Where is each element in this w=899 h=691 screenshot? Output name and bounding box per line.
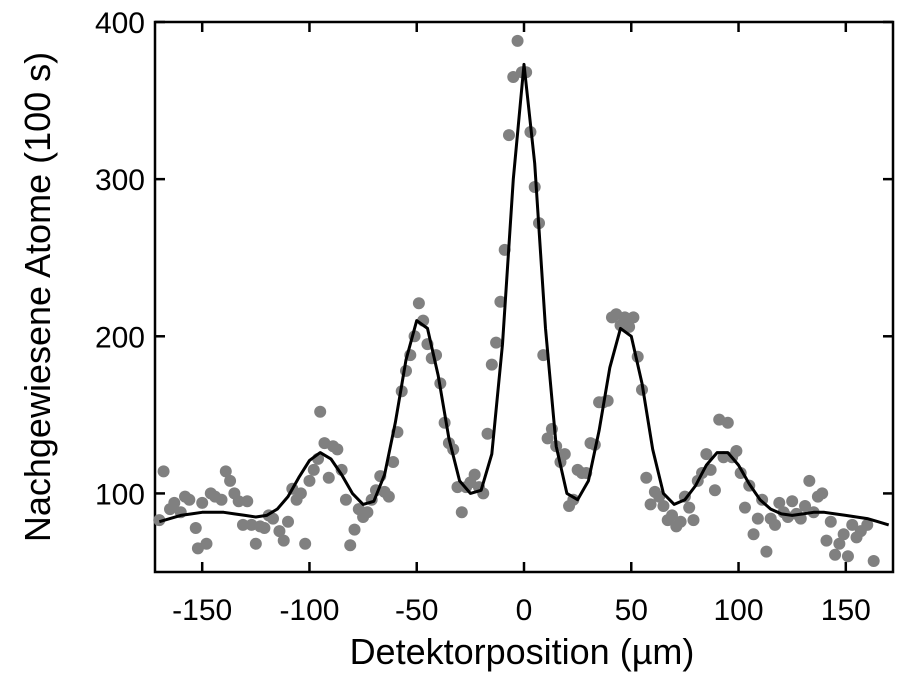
data-point bbox=[837, 528, 850, 541]
data-point bbox=[382, 490, 395, 503]
data-point bbox=[824, 515, 837, 528]
data-point bbox=[502, 129, 515, 142]
data-point bbox=[481, 427, 494, 440]
data-point bbox=[322, 471, 335, 484]
data-point bbox=[541, 432, 554, 445]
x-tick-label: -50 bbox=[395, 594, 438, 627]
data-point bbox=[241, 495, 254, 508]
data-point bbox=[266, 512, 279, 525]
data-point bbox=[339, 493, 352, 506]
data-point bbox=[738, 501, 751, 514]
data-point bbox=[717, 451, 730, 464]
data-point bbox=[277, 534, 290, 547]
data-point bbox=[157, 465, 170, 478]
data-point bbox=[361, 506, 374, 519]
data-point bbox=[314, 405, 327, 418]
data-point bbox=[412, 297, 425, 310]
data-point bbox=[232, 495, 245, 508]
data-point bbox=[666, 509, 679, 522]
data-point bbox=[468, 468, 481, 481]
data-point bbox=[273, 525, 286, 538]
y-tick-label: 100 bbox=[95, 478, 145, 511]
data-point bbox=[721, 416, 734, 429]
data-point bbox=[704, 463, 717, 476]
data-point bbox=[387, 456, 400, 468]
data-point bbox=[687, 514, 700, 527]
data-point bbox=[833, 537, 846, 550]
data-point bbox=[282, 515, 295, 528]
data-point bbox=[841, 550, 854, 563]
data-point bbox=[183, 493, 196, 506]
data-point bbox=[558, 448, 571, 461]
data-point bbox=[829, 548, 842, 561]
data-point bbox=[303, 474, 316, 487]
data-point bbox=[189, 522, 202, 534]
data-point bbox=[816, 487, 829, 500]
data-point bbox=[769, 518, 782, 531]
data-point bbox=[307, 463, 320, 476]
data-point bbox=[494, 295, 507, 308]
fit-line bbox=[158, 62, 890, 527]
x-tick-label: 50 bbox=[615, 594, 648, 627]
data-point bbox=[820, 534, 833, 547]
data-point bbox=[331, 443, 344, 456]
y-tick-label: 200 bbox=[95, 321, 145, 354]
x-tick-label: 150 bbox=[821, 594, 871, 627]
data-point bbox=[294, 487, 307, 500]
data-point bbox=[786, 495, 799, 508]
data-point bbox=[348, 523, 361, 536]
data-point bbox=[861, 518, 874, 531]
data-point bbox=[644, 498, 657, 511]
data-point bbox=[236, 518, 249, 531]
x-tick-label: 100 bbox=[714, 594, 764, 627]
x-axis-label: Detektorposition (µm) bbox=[350, 631, 695, 672]
data-point bbox=[730, 445, 743, 457]
data-point bbox=[867, 555, 880, 567]
data-point bbox=[618, 311, 631, 324]
y-tick-label: 400 bbox=[95, 7, 145, 40]
data-point bbox=[623, 320, 636, 333]
data-point bbox=[511, 34, 524, 47]
data-point bbox=[299, 537, 312, 550]
y-axis-label: Nachgewiesene Atome (100 s) bbox=[17, 52, 58, 542]
data-point bbox=[200, 537, 213, 550]
data-point bbox=[803, 474, 816, 487]
data-point bbox=[485, 358, 498, 371]
data-point bbox=[846, 518, 859, 531]
data-point bbox=[747, 528, 760, 541]
x-tick-label: -150 bbox=[172, 594, 232, 627]
data-point bbox=[700, 448, 713, 461]
y-tick-label: 300 bbox=[95, 164, 145, 197]
data-point bbox=[219, 465, 232, 478]
data-point bbox=[627, 311, 640, 324]
data-point bbox=[477, 487, 490, 500]
data-point bbox=[215, 493, 228, 506]
data-point bbox=[640, 471, 653, 484]
data-point bbox=[196, 496, 209, 509]
data-point bbox=[674, 515, 687, 528]
data-point bbox=[168, 496, 181, 509]
data-point bbox=[490, 336, 503, 349]
data-point bbox=[258, 522, 271, 534]
data-point bbox=[751, 512, 764, 525]
x-tick-label: -100 bbox=[279, 594, 339, 627]
x-tick-label: 0 bbox=[516, 594, 533, 627]
data-point bbox=[344, 539, 357, 552]
data-point bbox=[224, 474, 237, 487]
data-point bbox=[657, 500, 670, 512]
data-point bbox=[708, 484, 721, 497]
data-point bbox=[683, 501, 696, 514]
data-point bbox=[249, 537, 262, 550]
data-point bbox=[760, 545, 773, 558]
data-point bbox=[799, 500, 812, 512]
data-point bbox=[773, 496, 786, 509]
data-point bbox=[455, 506, 468, 519]
plot-frame bbox=[153, 20, 895, 574]
